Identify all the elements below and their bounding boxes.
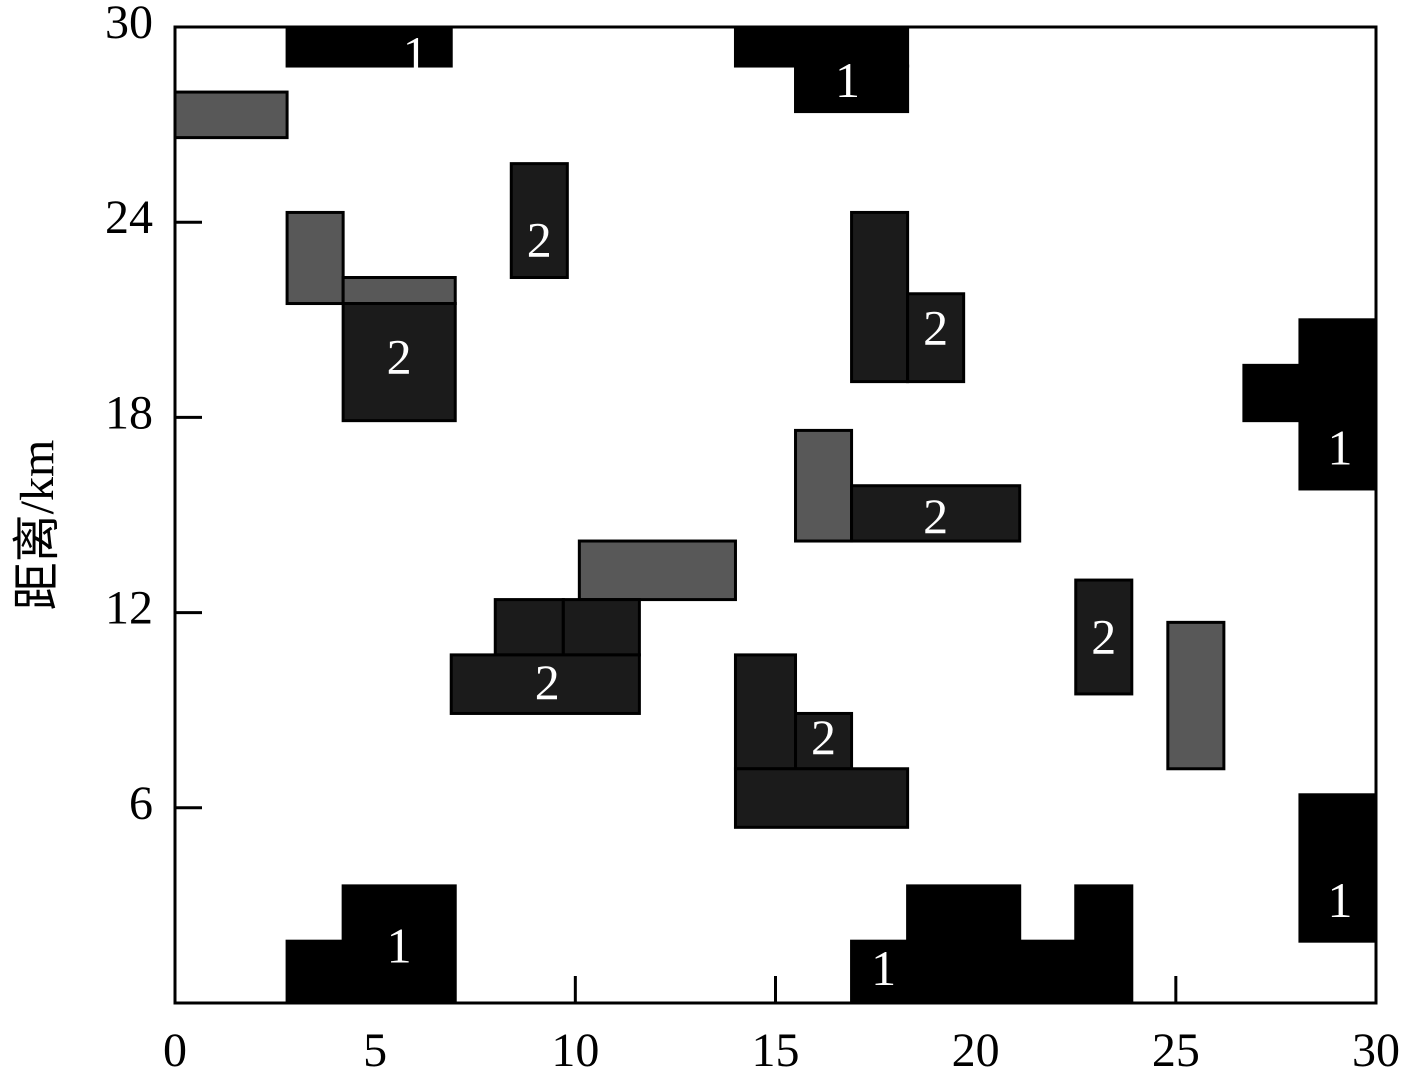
cell-class-label: 2	[535, 654, 560, 710]
cell-class-2	[850, 210, 910, 384]
y-tick-label: 24	[105, 191, 153, 244]
cell-class-other	[577, 539, 737, 602]
cell-class-other	[794, 428, 854, 543]
cell-class-label: 1	[387, 917, 412, 973]
cell-class-2	[1074, 578, 1134, 696]
cell-class-2	[561, 598, 641, 657]
cells-layer	[173, 25, 1378, 1005]
x-tick-label: 25	[1152, 1024, 1200, 1077]
y-tick-label: 6	[129, 777, 153, 830]
x-tick-label: 5	[363, 1024, 387, 1077]
plot-frame	[173, 25, 1378, 1005]
cell-class-2	[850, 484, 1022, 543]
cell-class-label: 2	[923, 488, 948, 544]
cell-class-2	[906, 292, 966, 384]
cell-class-2	[449, 653, 641, 715]
cell-class-other	[1166, 620, 1226, 771]
cell-class-label: 1	[1327, 872, 1352, 928]
cell-class-label: 1	[871, 940, 896, 996]
cell-class-other	[285, 210, 345, 306]
x-tick-label: 20	[952, 1024, 1000, 1077]
cell-class-2	[341, 302, 457, 423]
cell-class-other	[173, 90, 289, 140]
cell-class-label: 1	[403, 26, 428, 82]
cell-class-1	[794, 64, 910, 114]
cell-class-label: 2	[923, 299, 948, 355]
cell-class-1	[1074, 884, 1134, 1005]
cell-class-1	[341, 884, 457, 1005]
cell-class-label: 1	[1327, 420, 1352, 476]
cell-class-1	[1018, 939, 1078, 1005]
y-axis-label: 距离/km	[11, 440, 64, 611]
cell-class-1	[906, 884, 1022, 1005]
cell-class-1	[285, 25, 453, 68]
cell-class-2	[509, 162, 569, 280]
x-tick-label: 15	[752, 1024, 800, 1077]
cell-class-label: 1	[835, 52, 860, 108]
y-tick-label: 30	[105, 0, 153, 49]
y-tick-label: 12	[105, 582, 153, 635]
cell-class-2	[493, 598, 565, 657]
cell-class-2	[733, 767, 910, 829]
cell-class-1	[285, 939, 345, 1005]
x-tick-label: 0	[163, 1024, 187, 1077]
cell-class-1	[1242, 363, 1302, 423]
cell-class-other	[341, 276, 457, 306]
x-axis: 0 5 10 15 20 25 30	[163, 976, 1400, 1077]
cell-class-label: 2	[1091, 608, 1116, 664]
annotation-layer: 1 1 2 2 2 1 2 2 2 2 1 1 1	[387, 26, 1353, 996]
cell-class-1	[733, 25, 910, 68]
cell-class-2	[733, 653, 798, 771]
x-tick-label: 10	[551, 1024, 599, 1077]
cell-class-label: 2	[811, 709, 836, 765]
cell-class-2	[794, 711, 854, 771]
cell-class-label: 2	[527, 211, 552, 267]
y-axis: 6 12 18 24 30	[105, 0, 202, 830]
cell-class-label: 2	[387, 329, 412, 385]
x-tick-label: 30	[1352, 1024, 1400, 1077]
y-tick-label: 18	[105, 386, 153, 439]
